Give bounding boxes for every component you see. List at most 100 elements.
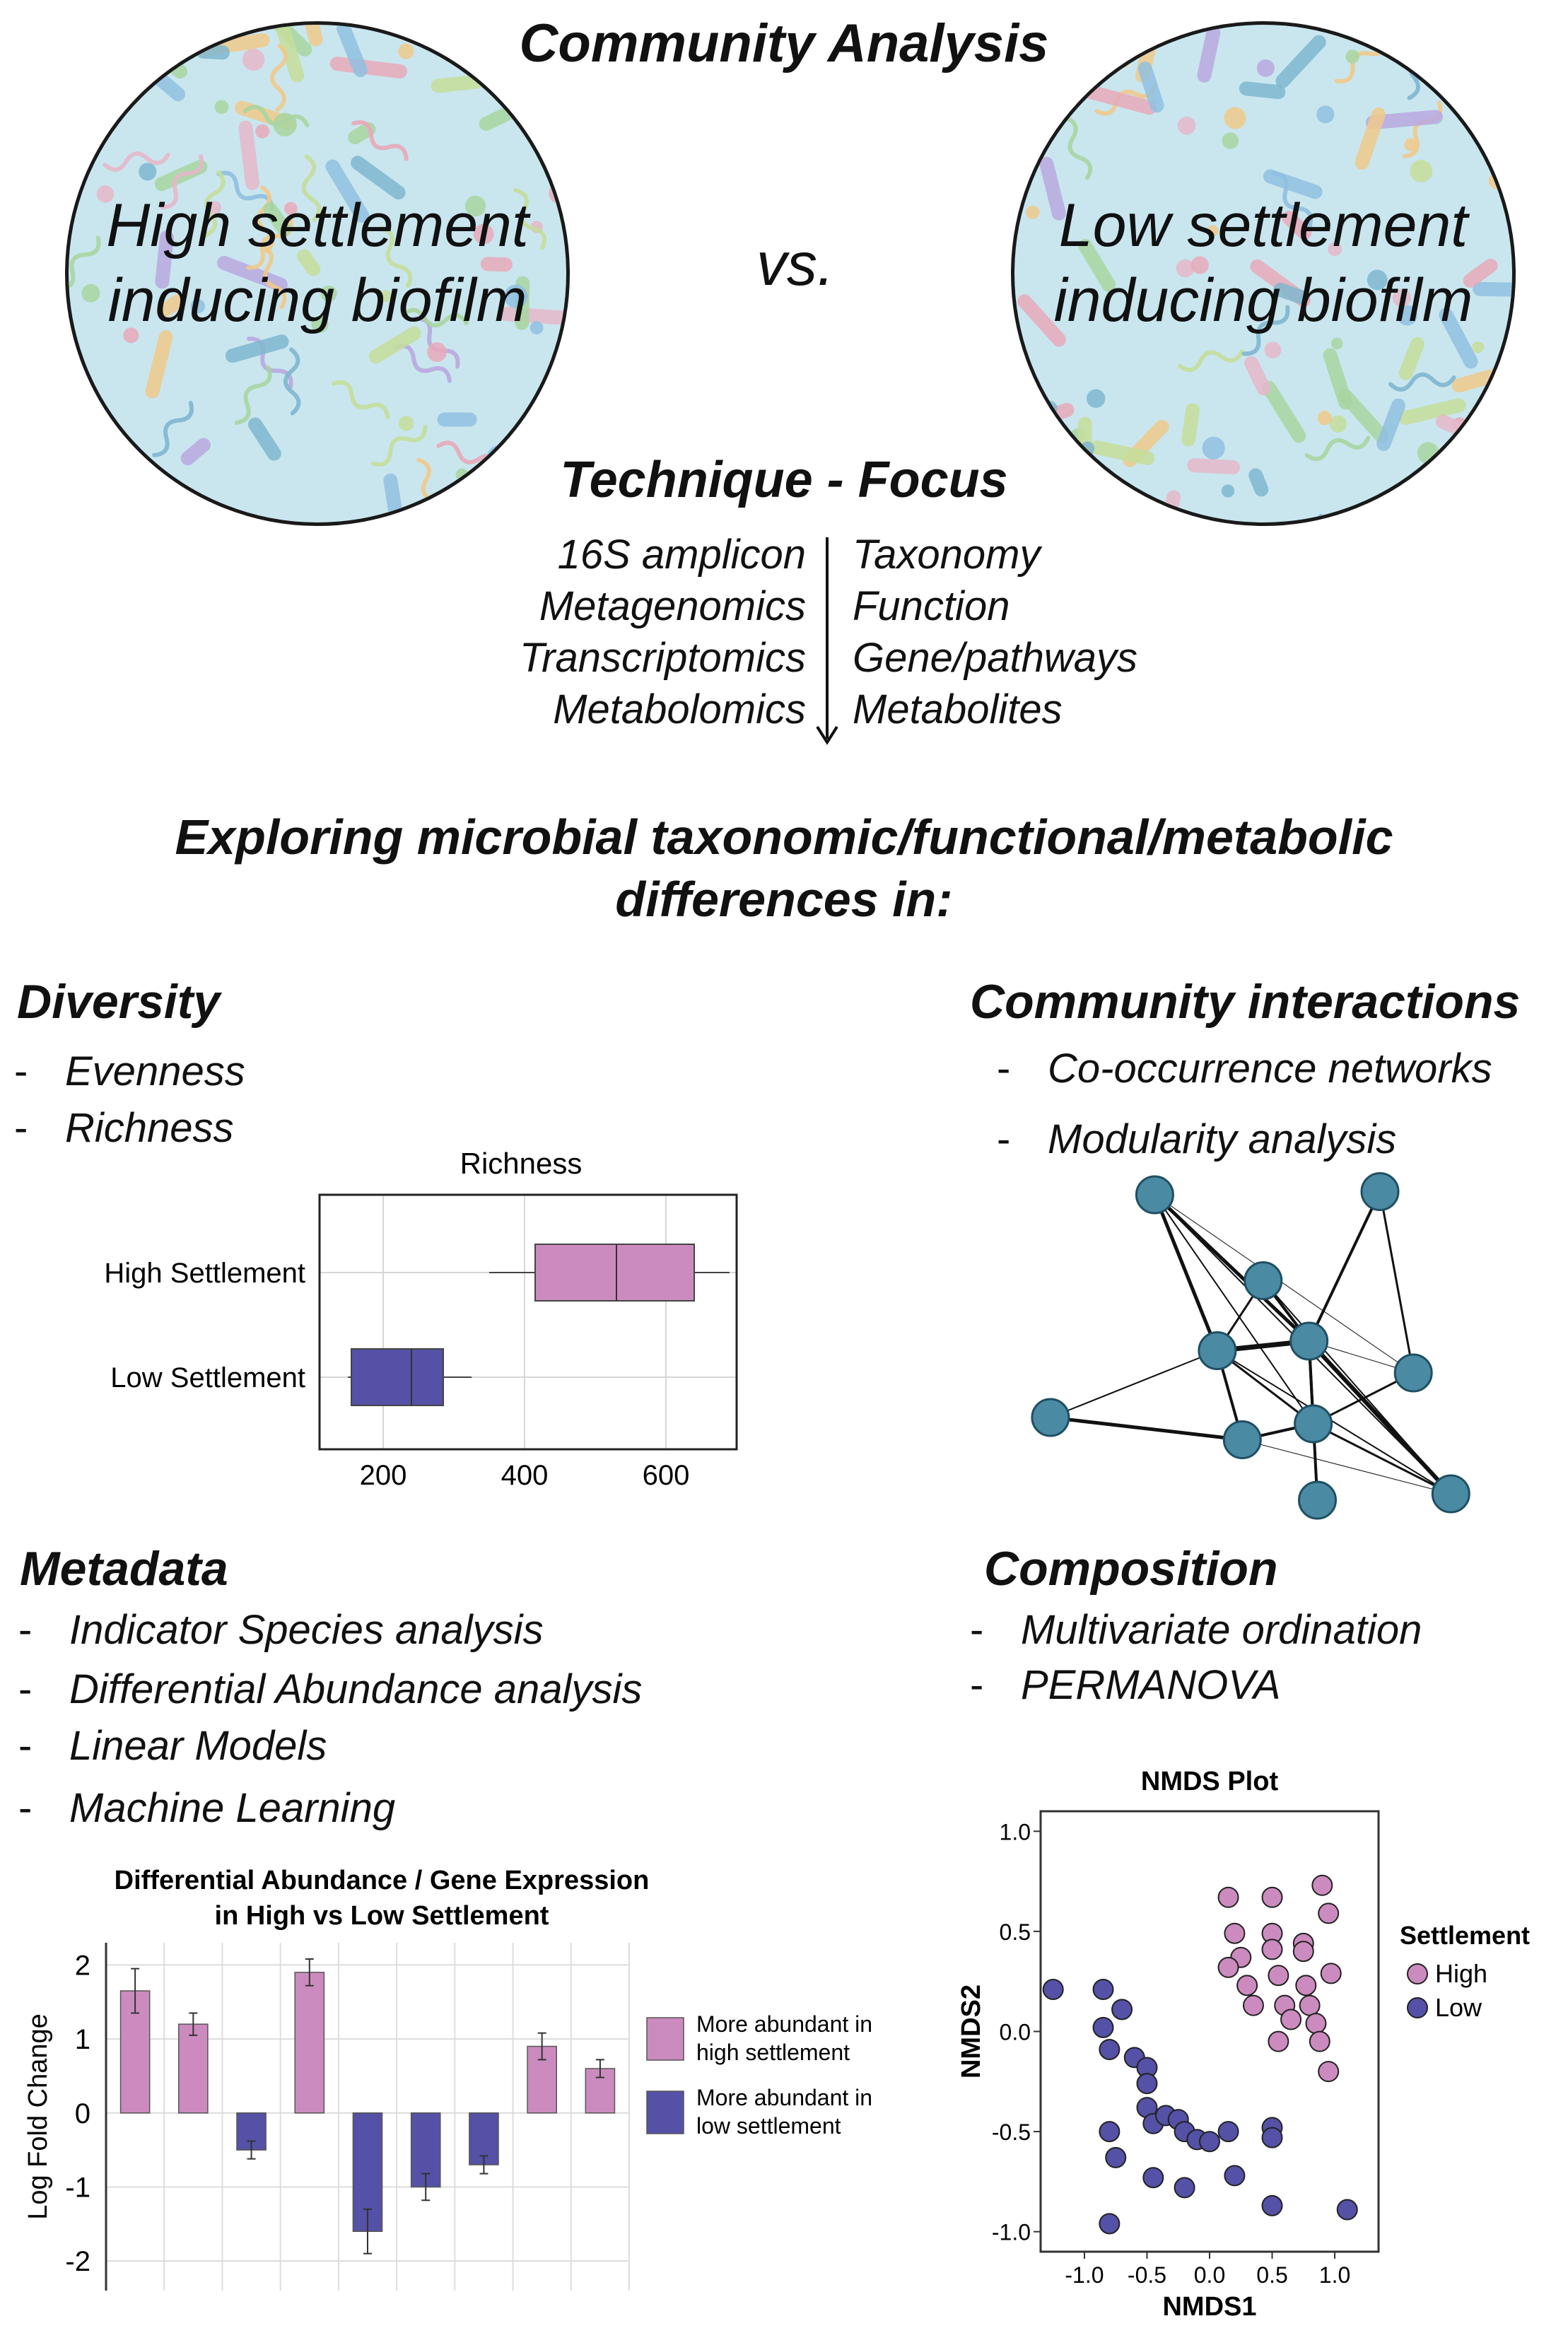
bacterium-rod (351, 156, 406, 200)
bacterium-coccus (1330, 337, 1343, 350)
focus-item: Metabolites (853, 686, 1063, 732)
bacterium-spirillum (1177, 349, 1244, 373)
scatter-point (1261, 1939, 1283, 1960)
bacterium-spirillum (513, 187, 547, 250)
diversity-bullet: - Richness (14, 1105, 234, 1151)
interactions-bullet: - Co-occurrence networks (997, 1046, 1492, 1092)
bacterium-spirillum (1402, 100, 1443, 159)
x-tick-label: -1.0 (1065, 2262, 1104, 2288)
bacterium-coccus (1404, 138, 1417, 151)
network-node (1198, 1331, 1237, 1370)
scatter-point (1261, 2194, 1283, 2216)
metadata-bullet-text: Indicator Species analysis (69, 1607, 544, 1653)
low-settlement-dish: Low settlement inducing biofilm (1011, 21, 1516, 526)
legend-title: Settlement (1400, 1921, 1530, 1950)
bacterium-rod (145, 330, 173, 399)
bacterium-rod (144, 64, 185, 102)
bacterium-rod (1073, 441, 1095, 469)
scatter-point (1318, 2061, 1340, 2083)
focus-item: Gene/pathways (853, 635, 1138, 681)
bacterium-rod (1039, 156, 1066, 221)
technique-item: Metagenomics (539, 583, 806, 629)
x-tick-label: 400 (501, 1460, 549, 1491)
bacterium-spirillum (1063, 115, 1093, 180)
box-iqr (351, 1348, 444, 1406)
bacterium-rod (238, 120, 260, 190)
network-edge (1154, 1194, 1414, 1374)
scatter-point (1242, 1994, 1264, 2016)
y-axis-label: Log Fold Change (23, 2013, 53, 2220)
nmds-title: NMDS Plot (1141, 1767, 1279, 1796)
bacterium-coccus (81, 283, 100, 303)
diversity-bullet-text: Richness (65, 1105, 234, 1151)
scatter-point (1111, 1999, 1133, 2021)
bacterium-coccus (139, 163, 157, 181)
network-node (1222, 1420, 1262, 1459)
y-tick-label: 1 (75, 2024, 90, 2055)
composition-bullet-text: PERMANOVA (1021, 1662, 1281, 1708)
bacterium-coccus (1026, 205, 1040, 220)
scatter-point (1261, 1886, 1283, 1908)
bacterium-coccus (283, 201, 298, 216)
bacterium-spirillum (393, 344, 452, 383)
scatter-point (1217, 2121, 1239, 2143)
bacterium-coccus (473, 223, 494, 245)
bacterium-coccus (1367, 269, 1388, 291)
y-tick-label: 0.5 (1000, 1919, 1031, 1945)
scatter-point (1292, 1941, 1314, 1963)
bacterium-rod (263, 202, 291, 237)
diff-chart-title: in High vs Low Settlement (215, 1901, 549, 1931)
network-edge (1242, 1439, 1451, 1495)
metadata-bullet: - Linear Models (18, 1723, 327, 1769)
nmds-plot: NMDS Plot 1.0 0.5 0.0 -0.5 -1.0 -1.0 -0.5 0.0 0.5… (956, 1767, 1530, 2322)
y-axis-label: NMDS2 (956, 1984, 986, 2078)
network-edge (1216, 1350, 1314, 1425)
bacterium-coccus (1499, 380, 1512, 394)
diversity-title: Diversity (17, 975, 221, 1029)
bacterium-rod (1197, 25, 1221, 83)
low-dish-label-line-1: Low settlement (1058, 192, 1468, 259)
bacterium-coccus (75, 93, 98, 117)
bacterium-rod (1262, 380, 1306, 443)
bacterium-rod (437, 412, 477, 427)
scatter-point (1224, 2165, 1246, 2187)
bacterium-coccus (527, 410, 551, 434)
bacterium-rod (297, 249, 321, 276)
bacterium-spirillum (416, 457, 446, 522)
legend-label: More abundant in (696, 2085, 872, 2110)
bacterium-rod (383, 473, 406, 522)
x-tick-label: 200 (360, 1460, 407, 1491)
low-dish-label-line-2: inducing biofilm (1053, 267, 1473, 334)
bacterium-rod (247, 417, 281, 461)
bacterium-rod (1490, 25, 1512, 74)
x-tick-label: 600 (643, 1460, 690, 1491)
bacterium-spirillum (1334, 37, 1388, 83)
bacterium-coccus (1086, 389, 1106, 408)
exploring-line: Exploring microbial taxonomic/functional… (175, 809, 1393, 865)
bacterium-coccus (1329, 415, 1347, 433)
bacterium-coccus (214, 100, 229, 115)
bacterium-rod (1463, 258, 1498, 288)
bacterium-rod (480, 257, 513, 272)
bacterium-coccus (1177, 116, 1196, 135)
bacterium-rod (368, 326, 421, 364)
x-tick-label: 0.5 (1256, 2262, 1287, 2288)
bacterium-rod (337, 25, 368, 78)
legend-label: More abundant in (696, 2011, 872, 2037)
bacterium-coccus (1036, 65, 1059, 88)
bacterium-rod (493, 472, 529, 493)
y-tick-label: -2 (65, 2246, 90, 2277)
bacterium-rod (155, 230, 174, 289)
interactions-bullet-text: Co-occurrence networks (1048, 1046, 1492, 1092)
bacterium-coccus (255, 124, 270, 139)
bacterium-coccus (1317, 410, 1333, 426)
bacterium-rod (1398, 337, 1425, 380)
bacterium-rod (1181, 403, 1200, 447)
bacterium-coccus (1373, 493, 1388, 508)
bacterium-spirillum (270, 43, 288, 112)
bacterium-coccus (504, 284, 528, 308)
bacteria-illustration (69, 25, 566, 522)
bacterium-rod (1239, 81, 1286, 100)
bacterium-spirillum (88, 501, 116, 522)
bacterium-coccus (549, 183, 566, 204)
